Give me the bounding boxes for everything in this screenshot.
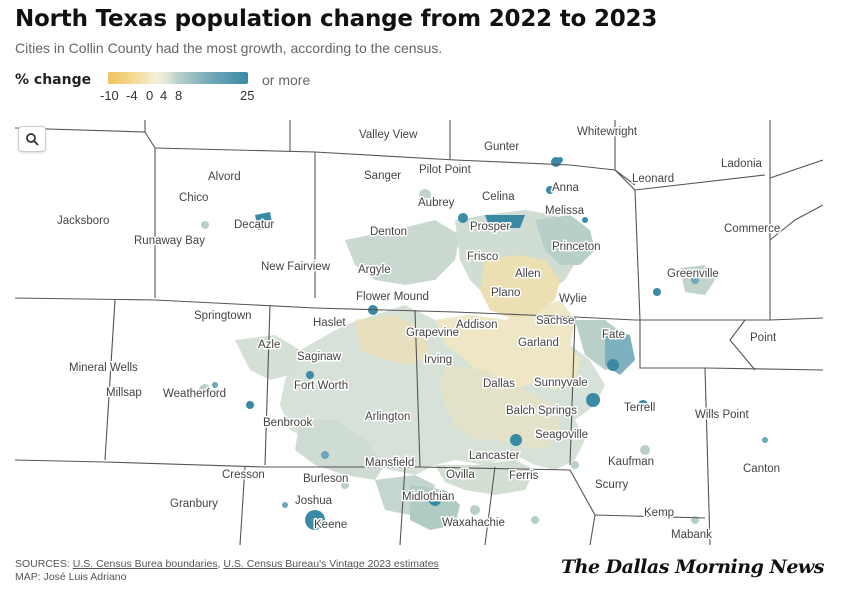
city-label: Terrell	[624, 402, 655, 414]
city-label: Ladonia	[721, 158, 763, 170]
city-label: Greenville	[667, 268, 719, 280]
city-label: Cresson	[222, 469, 265, 481]
city-label: Chico	[179, 192, 208, 204]
city-label: Wylie	[559, 293, 587, 305]
legend-tick: -4	[126, 88, 138, 103]
legend-tick: 0	[146, 88, 154, 103]
city-label: Aubrey	[418, 197, 455, 209]
city-label: Argyle	[358, 264, 391, 276]
sources-separator: ,	[217, 558, 224, 570]
city-label: Anna	[552, 182, 579, 194]
city-label: Addison	[456, 319, 498, 331]
city-label: Flower Mound	[356, 291, 429, 303]
city-label: Leonard	[632, 173, 674, 185]
page-subtitle: Cities in Collin County had the most gro…	[15, 40, 443, 56]
city-label: Lancaster	[469, 450, 520, 462]
page-title: North Texas population change from 2022 …	[15, 6, 658, 32]
map-svg[interactable]: Valley View Whitewright Gunter Pilot Poi…	[15, 120, 823, 545]
city-label: Dallas	[483, 378, 515, 390]
city-label: Burleson	[303, 473, 348, 485]
city-label: Prosper	[470, 221, 510, 233]
city-label: Gunter	[484, 141, 519, 153]
city-label: Waxahachie	[442, 517, 505, 529]
city-label: Garland	[518, 337, 559, 349]
city-label: Sanger	[364, 170, 401, 182]
city-label: Seagoville	[535, 429, 588, 441]
city-label: Kemp	[644, 507, 674, 519]
city-label: Princeton	[552, 241, 601, 253]
city-label: Haslet	[313, 317, 346, 329]
sources-prefix: SOURCES:	[15, 558, 73, 570]
city-label: Allen	[515, 268, 541, 280]
city-label: New Fairview	[261, 261, 331, 273]
map-area[interactable]: Valley View Whitewright Gunter Pilot Poi…	[15, 120, 823, 545]
city-labels: Valley View Whitewright Gunter Pilot Poi…	[56, 125, 782, 543]
city-label: Wills Point	[695, 409, 749, 421]
city-label: Millsap	[106, 387, 142, 399]
city-label: Arlington	[365, 411, 410, 423]
city-label: Decatur	[234, 219, 274, 231]
city-label: Benbrook	[263, 417, 312, 429]
city-label: Scurry	[595, 479, 628, 491]
legend-color-ramp	[108, 72, 248, 84]
city-label: Fort Worth	[294, 380, 348, 392]
city-label: Canton	[743, 463, 780, 475]
publisher-logo: The Dallas Morning News	[561, 556, 824, 578]
city-label: Commerce	[724, 223, 780, 235]
city-label: Springtown	[194, 310, 252, 322]
city-label: Irving	[424, 354, 452, 366]
city-label: Ferris	[509, 470, 539, 482]
city-label: Jacksboro	[57, 215, 109, 227]
city-label: Weatherford	[163, 388, 226, 400]
legend-tick: -10	[100, 88, 119, 103]
legend-more-label: or more	[262, 72, 311, 88]
city-label: Ovilla	[446, 469, 475, 481]
city-label: Fate	[602, 329, 625, 341]
city-label: Denton	[370, 226, 407, 238]
city-label: Whitewright	[577, 126, 638, 138]
city-label: Plano	[491, 287, 520, 299]
city-label: Mansfield	[365, 457, 414, 469]
city-label: Joshua	[295, 495, 333, 507]
sources-credit: SOURCES: U.S. Census Burea boundaries, U…	[15, 558, 439, 584]
city-label: Midlothian	[402, 491, 454, 503]
city-label: Granbury	[170, 498, 218, 510]
county-boundaries	[15, 120, 823, 545]
city-label: Frisco	[467, 251, 498, 263]
legend-label: % change	[15, 72, 92, 88]
map-credit: MAP: José Luis Adriano	[15, 571, 127, 583]
city-label: Valley View	[359, 129, 418, 141]
city-label: Keene	[314, 519, 347, 531]
city-label: Saginaw	[297, 351, 342, 363]
city-regions	[71, 157, 768, 530]
search-button[interactable]	[18, 126, 46, 152]
city-label: Melissa	[545, 205, 585, 217]
source-link-boundaries[interactable]: U.S. Census Burea boundaries	[72, 558, 218, 570]
city-label: Grapevine	[406, 327, 459, 339]
city-label: Mineral Wells	[69, 362, 138, 374]
city-label: Sachse	[536, 315, 574, 327]
legend-tick: 4	[160, 88, 168, 103]
city-label: Celina	[482, 191, 515, 203]
source-link-estimates[interactable]: U.S. Census Bureau's Vintage 2023 estima…	[223, 558, 439, 570]
city-label: Pilot Point	[419, 164, 472, 176]
legend-tick: 25	[240, 88, 255, 103]
city-label: Kaufman	[608, 456, 654, 468]
city-label: Sunnyvale	[534, 377, 588, 389]
legend-tick: 8	[175, 88, 183, 103]
city-label: Runaway Bay	[134, 235, 205, 247]
city-label: Balch Springs	[506, 405, 577, 417]
city-label: Azle	[258, 339, 280, 351]
city-label: Point	[750, 332, 777, 344]
city-label: Alvord	[208, 171, 241, 183]
search-icon	[26, 133, 39, 146]
city-label: Mabank	[671, 529, 712, 541]
